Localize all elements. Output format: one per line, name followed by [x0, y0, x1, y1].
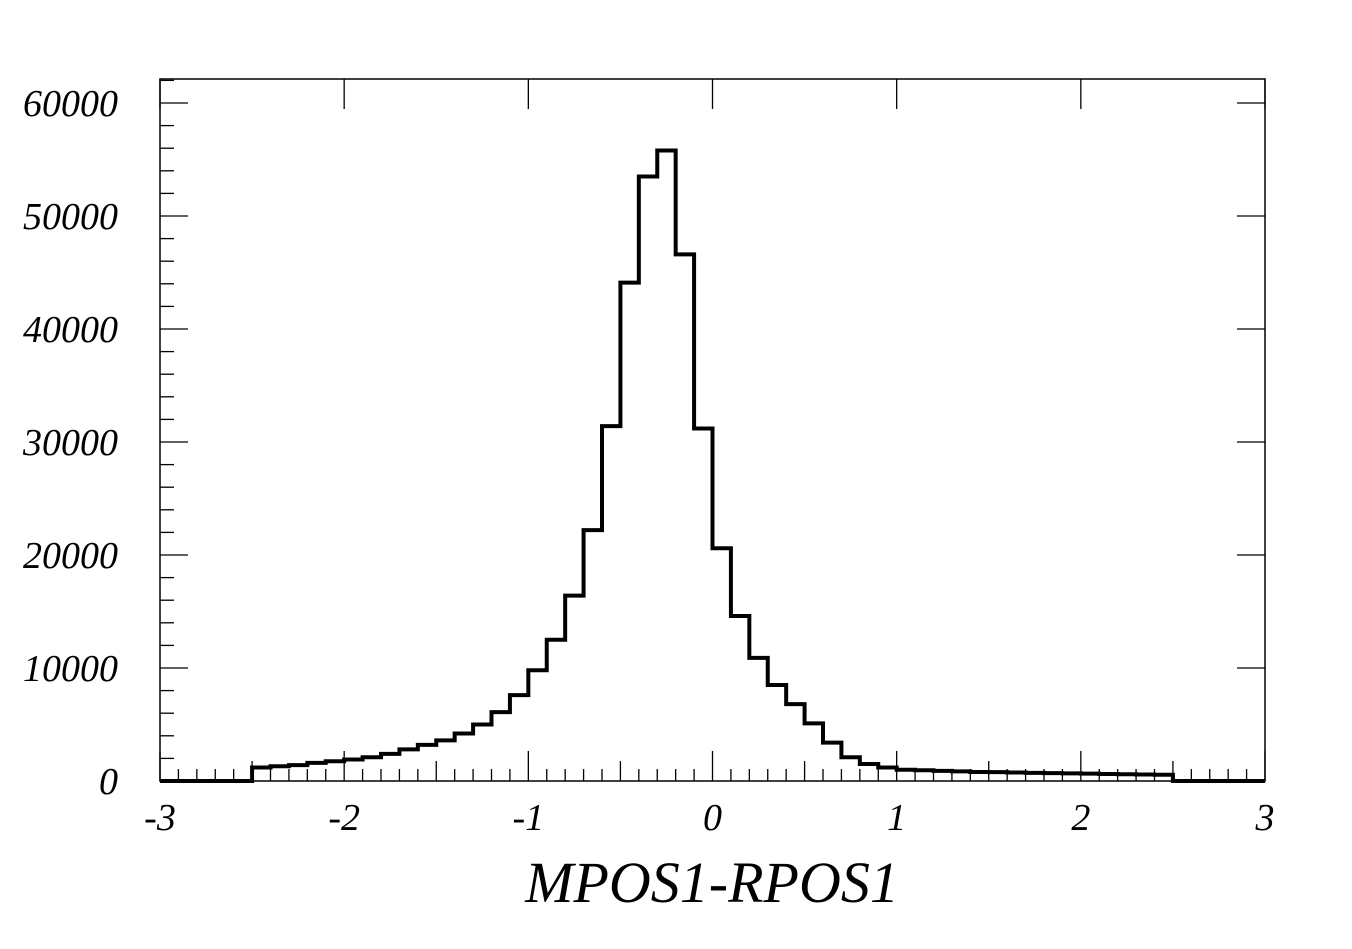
y-tick-label: 40000 [23, 309, 118, 351]
y-tick-label: 60000 [23, 83, 118, 125]
y-axis: 0 10000 20000 30000 40000 50000 60000 [22, 79, 1265, 803]
x-axis: -3 -2 -1 0 1 2 3 [144, 79, 1275, 839]
x-axis-title: MPOS1-RPOS1 [524, 850, 899, 915]
x-tick-label: 0 [703, 797, 722, 839]
x-tick-label: 3 [1255, 797, 1275, 839]
y-tick-label: 50000 [23, 196, 118, 238]
y-tick-label: 20000 [23, 535, 118, 577]
x-tick-label: -3 [144, 797, 176, 839]
y-tick-label: 0 [99, 761, 118, 803]
x-tick-label: 2 [1071, 797, 1090, 839]
y-tick-label: 30000 [22, 422, 118, 464]
histogram-outline [160, 148, 1265, 783]
x-tick-label: -2 [328, 797, 360, 839]
x-tick-label: 1 [887, 797, 906, 839]
x-tick-label: -1 [513, 797, 545, 839]
y-tick-label: 10000 [23, 648, 118, 690]
